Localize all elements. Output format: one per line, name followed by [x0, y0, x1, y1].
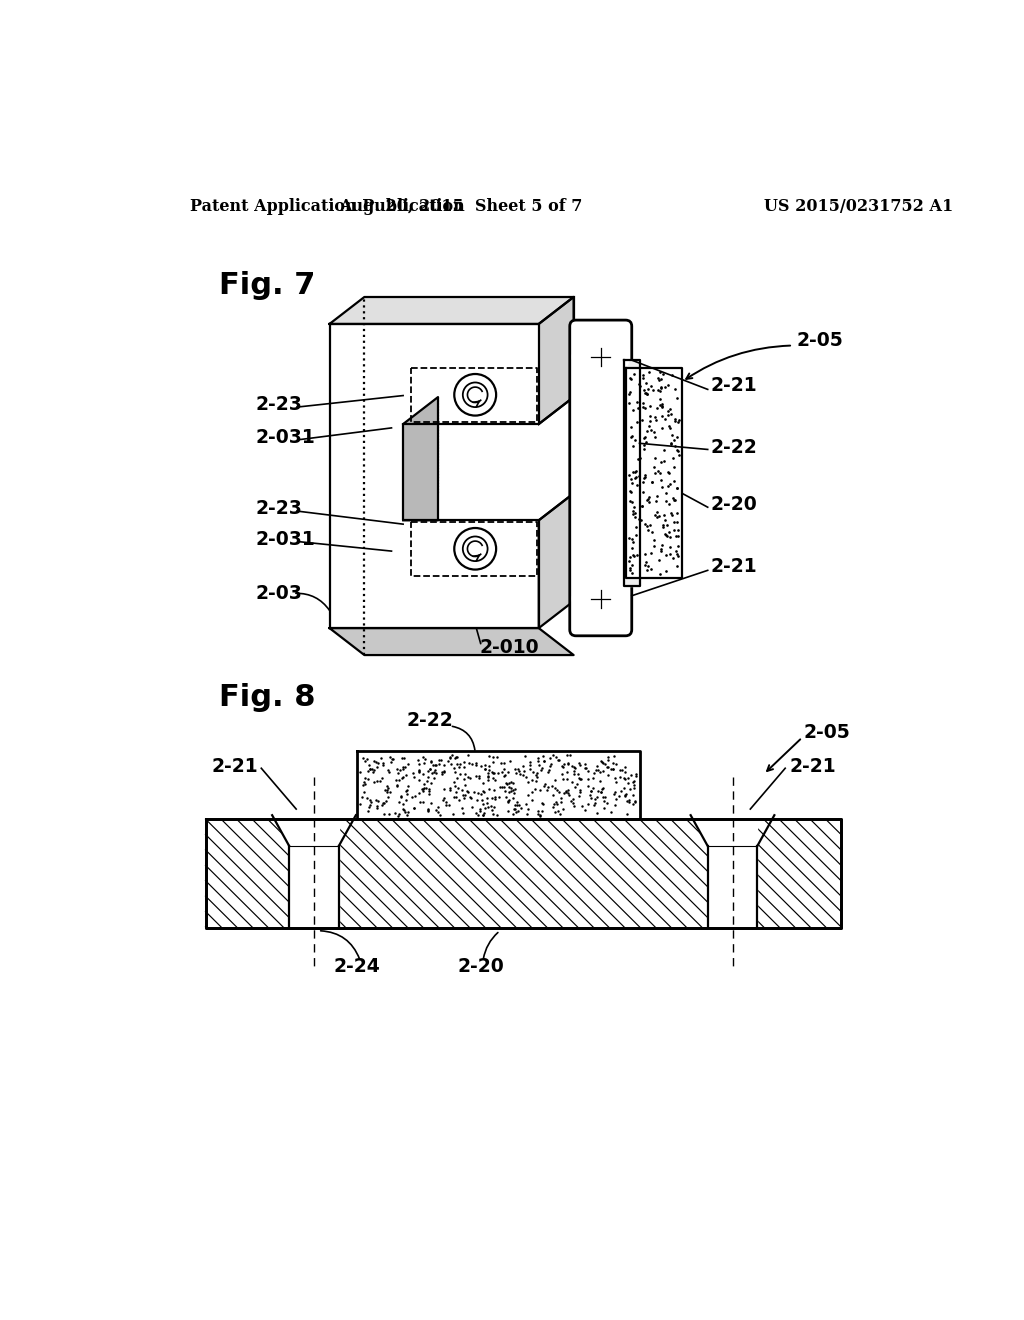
Polygon shape: [539, 297, 573, 424]
Text: 2-05: 2-05: [796, 331, 843, 350]
Text: 2-031: 2-031: [256, 531, 315, 549]
Circle shape: [463, 383, 487, 407]
Text: 2-010: 2-010: [479, 638, 539, 657]
Text: 2-22: 2-22: [407, 711, 454, 730]
Text: Patent Application Publication: Patent Application Publication: [190, 198, 465, 215]
Circle shape: [455, 374, 496, 416]
Ellipse shape: [572, 577, 629, 622]
Polygon shape: [206, 818, 841, 928]
Polygon shape: [330, 628, 573, 655]
Text: 2-21: 2-21: [711, 376, 758, 395]
Text: Fig. 8: Fig. 8: [219, 682, 316, 711]
Text: 2-20: 2-20: [458, 957, 504, 977]
Text: 2-21: 2-21: [711, 557, 758, 576]
Text: 2-031: 2-031: [256, 428, 315, 446]
Polygon shape: [330, 323, 539, 628]
Ellipse shape: [590, 348, 611, 366]
Text: 2-23: 2-23: [256, 395, 303, 414]
Polygon shape: [624, 360, 640, 586]
Text: 2-24: 2-24: [333, 957, 380, 977]
Ellipse shape: [572, 335, 629, 379]
Text: 2-21: 2-21: [790, 758, 836, 776]
Text: 2-05: 2-05: [804, 722, 851, 742]
Text: Fig. 7: Fig. 7: [219, 271, 315, 300]
Polygon shape: [627, 368, 682, 578]
Text: US 2015/0231752 A1: US 2015/0231752 A1: [764, 198, 952, 215]
Polygon shape: [330, 297, 573, 323]
Polygon shape: [708, 818, 758, 928]
Ellipse shape: [590, 590, 611, 607]
Text: 2-20: 2-20: [711, 495, 758, 515]
Circle shape: [455, 528, 496, 570]
Polygon shape: [690, 816, 708, 846]
Text: 2-21: 2-21: [212, 758, 258, 776]
Polygon shape: [403, 397, 438, 520]
Polygon shape: [289, 818, 339, 928]
Text: Aug. 20, 2015  Sheet 5 of 7: Aug. 20, 2015 Sheet 5 of 7: [340, 198, 583, 215]
Text: 2-23: 2-23: [256, 499, 303, 519]
FancyBboxPatch shape: [569, 321, 632, 636]
Text: 2-03: 2-03: [256, 583, 303, 603]
Polygon shape: [272, 816, 289, 846]
Text: 2-22: 2-22: [711, 438, 758, 457]
Polygon shape: [539, 494, 573, 628]
Polygon shape: [356, 751, 640, 818]
Circle shape: [463, 536, 487, 561]
